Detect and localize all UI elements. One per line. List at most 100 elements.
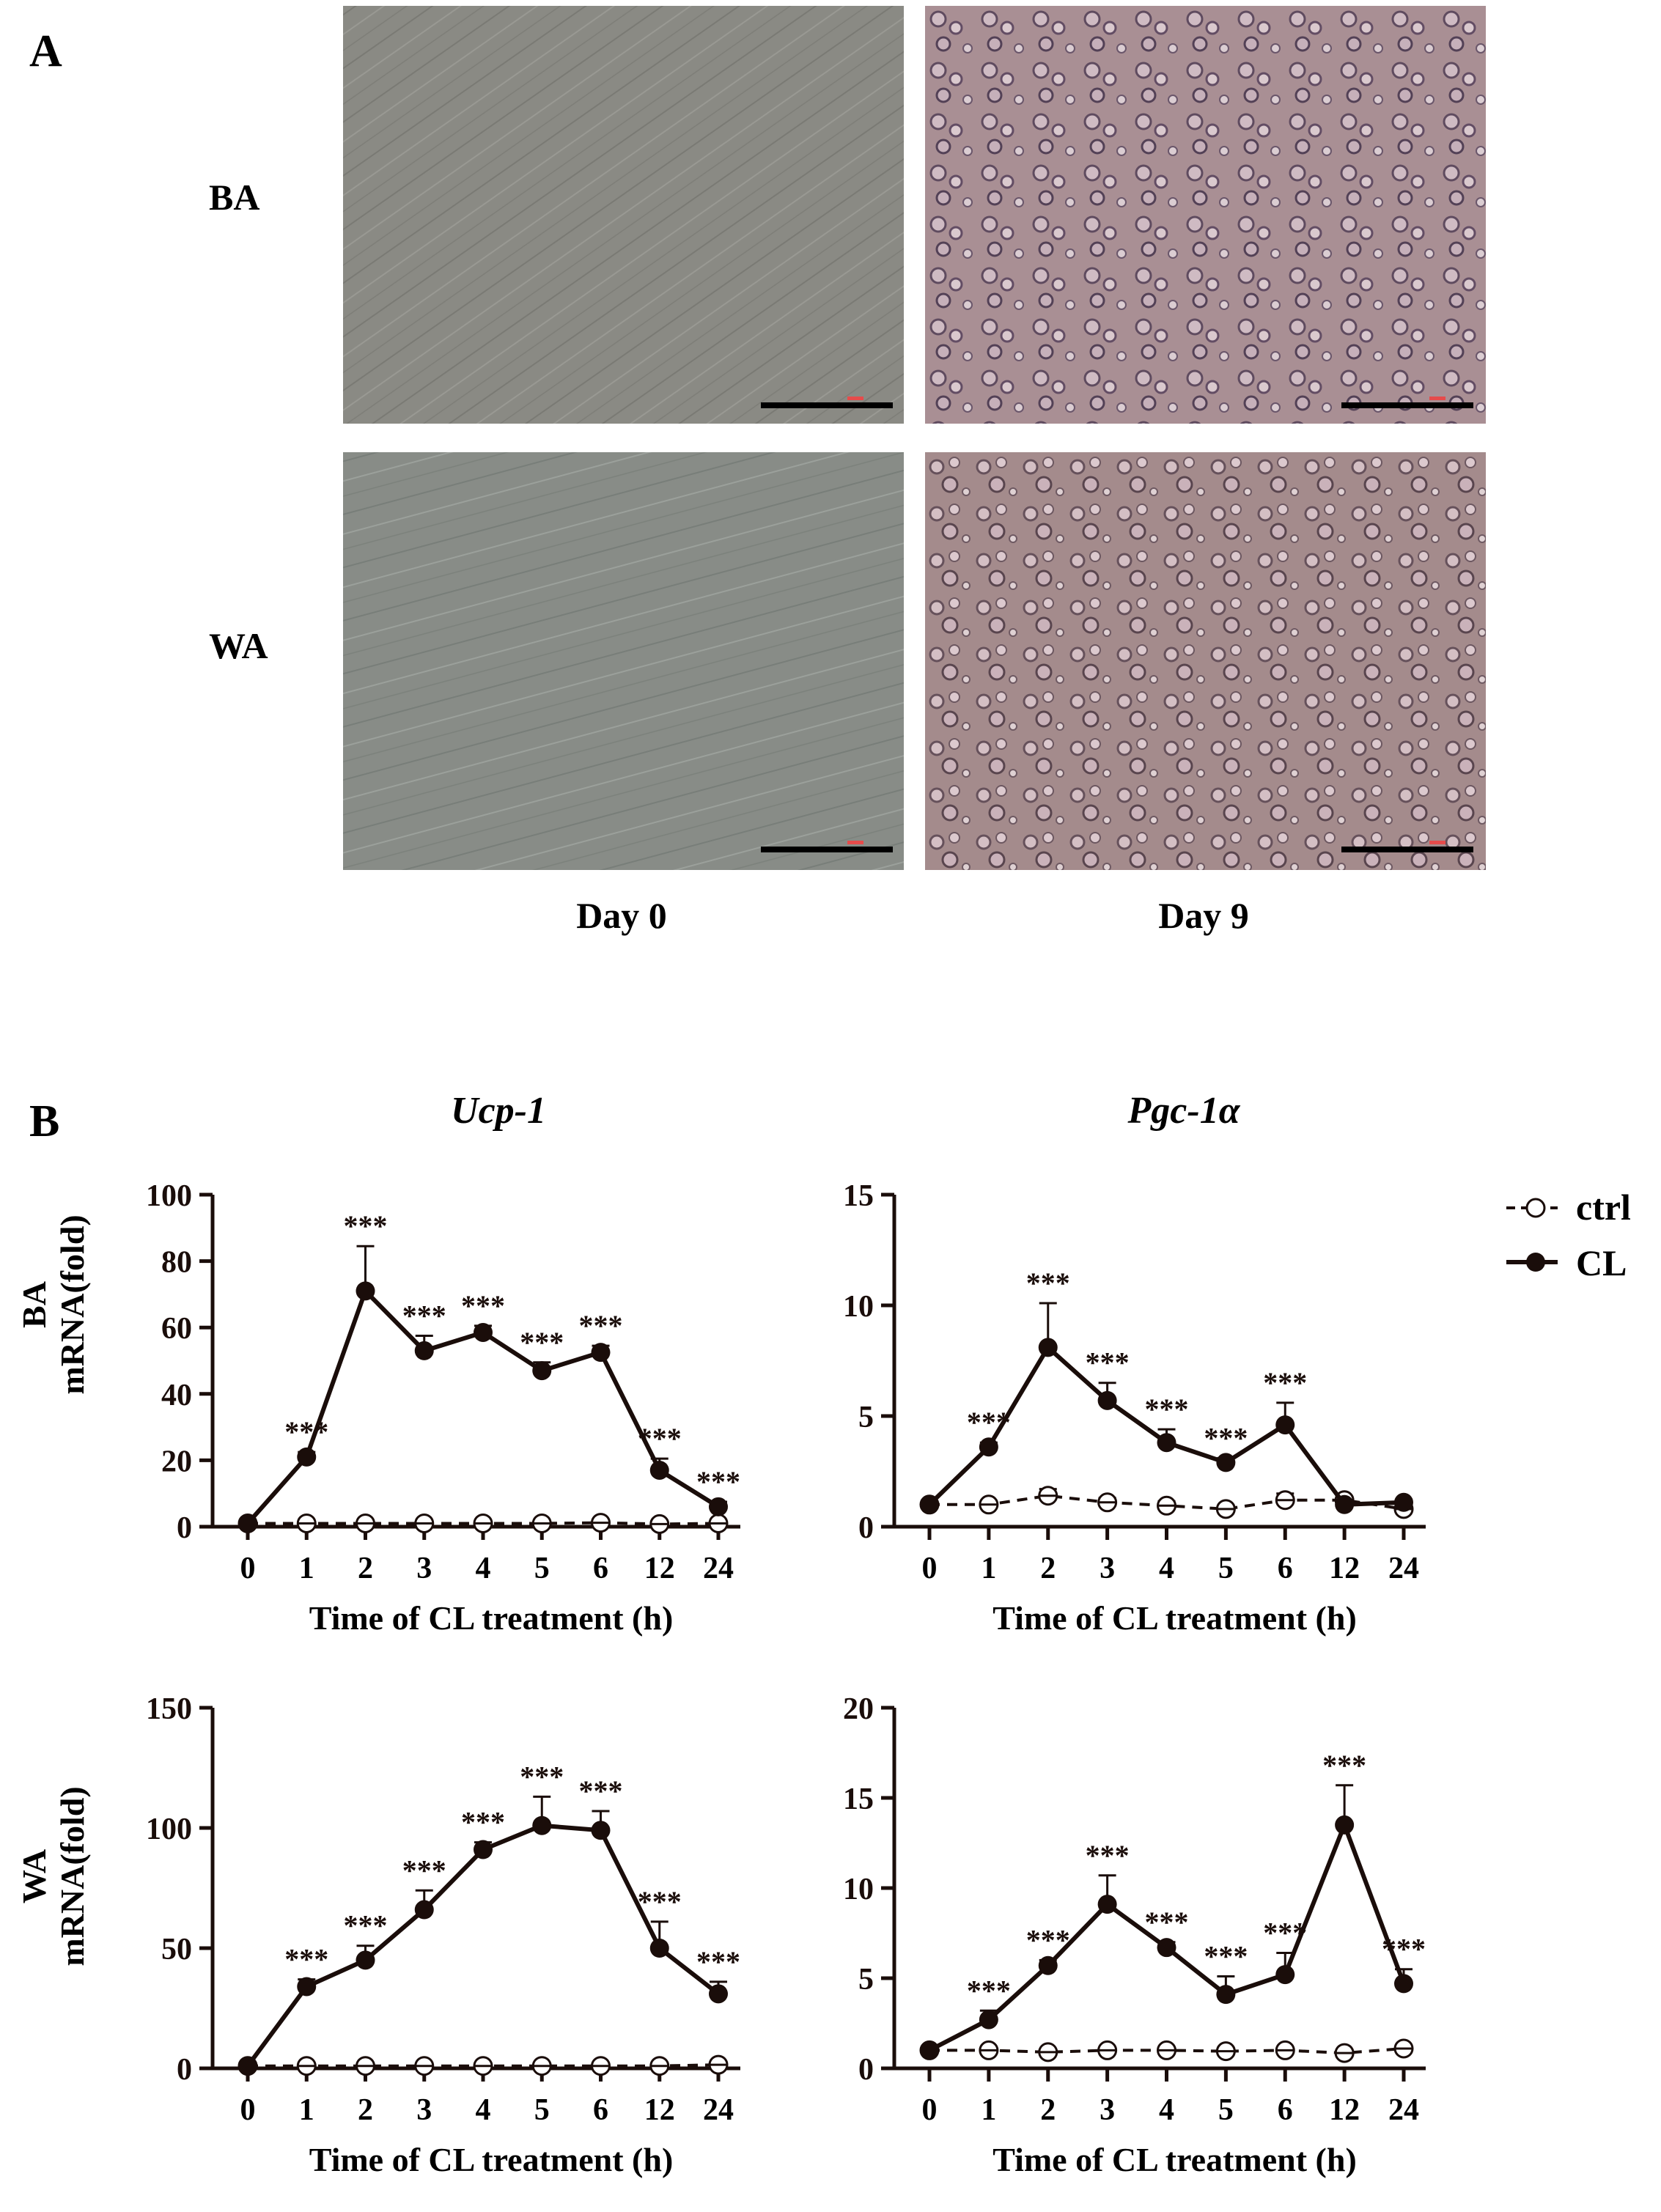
- chart3-xtick-label-4: 4: [1159, 2093, 1174, 2127]
- legend-cl-label: CL: [1576, 1242, 1627, 1283]
- chart0-xtick-label-5: 5: [534, 1552, 550, 1585]
- scale-mark-ba-day9: [1429, 397, 1445, 400]
- chart0-CL-point-6: [591, 1343, 611, 1363]
- chart1-annotation-3: ***: [1086, 1346, 1130, 1379]
- chart1-CL-point-5: [1216, 1453, 1236, 1472]
- chart2-annotation-7: ***: [638, 1885, 682, 1918]
- scale-bar-wa-day0: [761, 847, 893, 852]
- chart3-annotation-6: ***: [1263, 1917, 1307, 1950]
- micrograph-wa-day0: [343, 452, 904, 870]
- chart3-CL-point-1: [979, 2010, 998, 2029]
- chart1-CL-point-6: [1275, 1415, 1295, 1435]
- chart2-xtick-label-3: 3: [416, 2093, 432, 2127]
- chart0-CL-point-7: [649, 1460, 669, 1480]
- chart0-ytick-label-5: 100: [146, 1179, 192, 1213]
- chart3-CL-point-2: [1038, 1955, 1058, 1975]
- chart2-xtick-label-4: 4: [476, 2093, 491, 2127]
- chart1-ytick-label-0: 0: [858, 1511, 874, 1545]
- chart3-ytick-label-1: 5: [858, 1963, 874, 1997]
- col-label-day9: Day 9: [1158, 895, 1249, 936]
- scale-bar-wa-day9: [1341, 847, 1473, 852]
- chart2-annotation-1: ***: [284, 1943, 328, 1976]
- chart1-CL-point-2: [1038, 1338, 1058, 1357]
- chart2-xtick-label-1: 1: [299, 2093, 314, 2127]
- chart3-annotation-3: ***: [1086, 1839, 1130, 1872]
- chart0-CL-point-2: [356, 1281, 375, 1301]
- chart2-ytick-label-2: 100: [146, 1813, 192, 1846]
- chart3-xtick-label-6: 6: [1278, 2093, 1293, 2127]
- chart1-annotation-1: ***: [967, 1406, 1011, 1439]
- chart0-annotation-2: ***: [344, 1209, 388, 1242]
- chart3-annotation-2: ***: [1026, 1923, 1070, 1956]
- chart2-CL-point-2: [356, 1950, 375, 1970]
- chart1-CL-point-0: [920, 1494, 939, 1514]
- chart3-CL-point-6: [1275, 1965, 1295, 1985]
- chart1-CL-point-8: [1394, 1492, 1413, 1512]
- row-ylabel-1: WAmRNA(fold): [15, 1786, 91, 1966]
- legend-ctrl-label: ctrl: [1576, 1187, 1631, 1228]
- scale-mark-wa-day0: [847, 841, 863, 844]
- legend-cl-marker: [1526, 1253, 1545, 1272]
- chart0-xtick-label-8: 24: [703, 1552, 734, 1585]
- chart2-xtick-label-5: 5: [534, 2093, 550, 2127]
- chart3-xtick-label-2: 2: [1040, 2093, 1056, 2127]
- chart0-xtick-label-1: 1: [299, 1552, 314, 1585]
- chart3-xlabel: Time of CL treatment (h): [992, 2141, 1357, 2178]
- chart3-annotation-7: ***: [1322, 1749, 1366, 1782]
- row-label-ba: BA: [209, 177, 260, 218]
- chart3-ytick-label-4: 20: [843, 1692, 874, 1726]
- chart2-xtick-label-0: 0: [240, 2093, 256, 2127]
- chart2-CL-point-8: [709, 1984, 728, 2004]
- chart2-CL-point-4: [474, 1840, 493, 1859]
- micrograph-wa-day9: [925, 452, 1486, 870]
- row-ylabel-0-line-0: BA: [15, 1281, 53, 1328]
- chart2-annotation-6: ***: [579, 1774, 623, 1807]
- chart3-CL-point-8: [1394, 1974, 1413, 1994]
- gene-title-ucp1: Ucp-1: [451, 1090, 546, 1132]
- chart2-xtick-label-7: 12: [644, 2093, 675, 2127]
- chart1-xtick-label-0: 0: [922, 1552, 938, 1585]
- chart2-annotation-4: ***: [461, 1806, 505, 1839]
- chart0-annotation-5: ***: [520, 1326, 564, 1359]
- panel-b-letter: B: [29, 1096, 60, 1146]
- chart2-CL-point-7: [649, 1939, 669, 1958]
- chart0-ytick-label-4: 80: [161, 1246, 192, 1280]
- scale-mark-ba-day0: [847, 397, 863, 400]
- panel-a-letter: A: [29, 26, 62, 76]
- chart3-annotation-4: ***: [1145, 1906, 1189, 1939]
- chart1-xtick-label-1: 1: [981, 1552, 996, 1585]
- chart2-CL-point-1: [297, 1977, 317, 1997]
- chart3-annotation-5: ***: [1204, 1940, 1248, 1973]
- chart3-CL-point-3: [1097, 1895, 1117, 1914]
- chart0-annotation-3: ***: [402, 1299, 446, 1332]
- chart2-ytick-label-1: 50: [161, 1933, 192, 1966]
- chart3-CL-point-5: [1216, 1985, 1236, 2005]
- chart2-annotation-2: ***: [344, 1909, 388, 1942]
- chart3-ytick-label-3: 15: [843, 1782, 874, 1816]
- chart2-xtick-label-8: 24: [703, 2093, 734, 2127]
- scale-bar-ba-day9: [1341, 402, 1473, 408]
- chart0-CL-point-3: [414, 1341, 434, 1360]
- chart1-CL-point-7: [1335, 1494, 1355, 1514]
- chart0-CL-point-8: [709, 1497, 728, 1516]
- chart3-xtick-label-0: 0: [922, 2093, 938, 2127]
- chart0-ytick-label-3: 60: [161, 1312, 192, 1346]
- chart3-ytick-label-2: 10: [843, 1873, 874, 1906]
- col-label-day0: Day 0: [576, 895, 667, 936]
- chart0-xtick-label-2: 2: [358, 1552, 373, 1585]
- chart0-xtick-label-4: 4: [476, 1552, 491, 1585]
- chart1-annotation-2: ***: [1026, 1267, 1070, 1299]
- row-ylabel-1-line-0: WA: [15, 1849, 53, 1903]
- chart1-CL-point-4: [1157, 1433, 1176, 1453]
- chart2-xtick-label-2: 2: [358, 2093, 373, 2127]
- chart0-xtick-label-0: 0: [240, 1552, 256, 1585]
- chart2-annotation-5: ***: [520, 1760, 564, 1793]
- chart0-annotation-8: ***: [696, 1465, 740, 1498]
- scale-bar-ba-day0: [761, 402, 893, 408]
- chart0-ytick-label-0: 0: [177, 1511, 192, 1545]
- chart0-ytick-label-2: 40: [161, 1379, 192, 1412]
- chart3-CL-point-4: [1157, 1938, 1176, 1958]
- chart3-annotation-1: ***: [967, 1974, 1011, 2007]
- chart2-CL-point-6: [591, 1821, 611, 1840]
